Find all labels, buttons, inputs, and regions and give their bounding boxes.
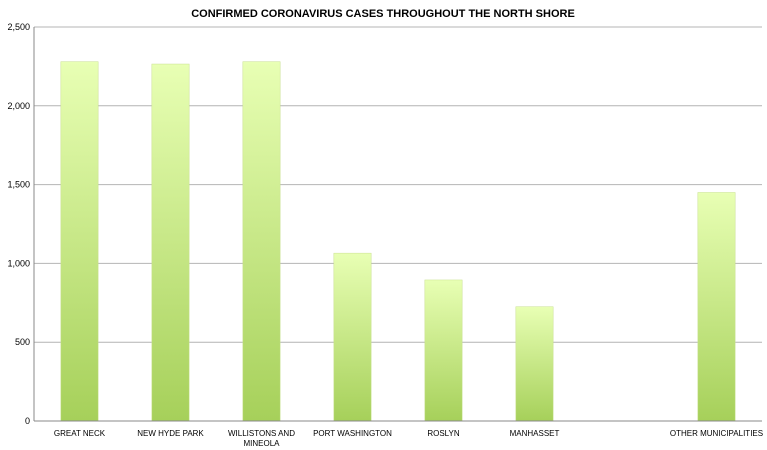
x-tick-label: GREAT NECK xyxy=(54,429,106,438)
chart-title: CONFIRMED CORONAVIRUS CASES THROUGHOUT T… xyxy=(191,8,575,20)
y-tick-label: 0 xyxy=(25,416,30,426)
x-tick-label: MANHASSET xyxy=(510,429,560,438)
gridlines xyxy=(34,26,762,343)
x-tick-label: OTHER MUNICIPALITIES xyxy=(670,429,763,438)
x-tick-label: WILLISTONS AND MINEOLA xyxy=(228,429,295,448)
bar xyxy=(242,61,281,422)
y-tick-label: 2,500 xyxy=(7,22,30,32)
bar xyxy=(151,63,190,422)
y-tick-label: 1,000 xyxy=(7,258,30,268)
bar xyxy=(697,192,736,422)
bar xyxy=(333,252,372,422)
y-axis-ticks: 0 500 1,000 1,500 2,000 2,500 xyxy=(7,22,30,426)
x-tick-label: PORT WASHINGTON xyxy=(313,429,392,438)
x-tick-label: ROSLYN xyxy=(427,429,460,438)
bar xyxy=(424,279,463,422)
bars xyxy=(60,61,736,422)
y-tick-label: 500 xyxy=(15,337,30,347)
bar xyxy=(515,306,554,422)
x-tick-label: NEW HYDE PARK xyxy=(137,429,204,438)
y-tick-label: 2,000 xyxy=(7,101,30,111)
y-tick-label: 1,500 xyxy=(7,180,30,190)
bar xyxy=(60,61,99,422)
